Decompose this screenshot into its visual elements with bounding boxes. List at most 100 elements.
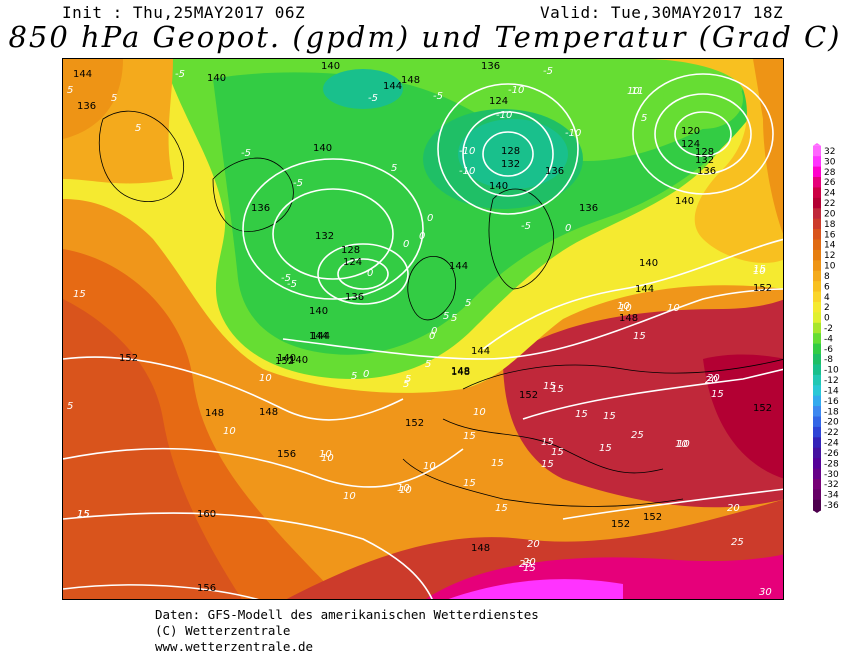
scandinavian-cold-inner	[458, 119, 568, 189]
geopot-label: 132	[695, 155, 714, 166]
mediterranean-coast	[442, 418, 664, 474]
temp-label: -10	[496, 110, 512, 121]
legend-label: 8	[824, 272, 830, 282]
geopot-label: 140	[675, 196, 694, 207]
legend-swatch	[813, 385, 821, 397]
temp-label: 10	[259, 373, 272, 384]
temp-label: 20	[707, 373, 720, 384]
legend-swatch	[813, 478, 821, 490]
temperature-label-group: -5 5 5 5 -5 -5 -10 -10 -10 -10 -10 10 5 …	[67, 66, 772, 598]
temp-label: 10	[667, 303, 680, 314]
legend-label: -26	[824, 449, 839, 459]
legend-swatch	[813, 374, 821, 386]
legend-swatch	[813, 312, 821, 324]
legend-swatch	[813, 354, 821, 365]
temp-label: 15	[541, 437, 554, 448]
legend-label: -18	[824, 407, 839, 417]
geopot-label: 152	[275, 356, 294, 367]
britain-coast	[407, 256, 457, 321]
temp-label: 15	[77, 509, 90, 520]
legend-swatch	[813, 229, 821, 240]
temp-label: 10	[677, 439, 690, 450]
northeast-orange	[753, 59, 783, 234]
legend-swatch	[813, 395, 821, 407]
footer-website: www.wetterzentrale.de	[155, 639, 314, 654]
weather-map: 144 140 136 140 148 136 124 128 132 120 …	[62, 58, 784, 600]
temp-label: -5	[543, 66, 553, 77]
geopot-label: 128	[501, 146, 520, 157]
legend-label: -14	[824, 386, 839, 396]
geopot-label: 140	[321, 61, 340, 72]
temp-label: -5	[281, 273, 291, 284]
geopot-label: 136	[697, 166, 716, 177]
temp-label: 5	[391, 163, 397, 174]
temp-label: 10	[473, 407, 486, 418]
temp-label: 10	[619, 303, 632, 314]
geopot-label: 140	[639, 258, 658, 269]
legend-label: -24	[824, 439, 839, 449]
legend-swatch	[813, 426, 821, 438]
legend-label: 2	[824, 303, 830, 313]
temp-label: -5	[433, 91, 443, 102]
temp-label: -5	[368, 93, 378, 104]
europe-coast	[462, 359, 783, 390]
legend-label: 32	[824, 147, 835, 157]
temp-label: 15	[77, 509, 90, 520]
legend-label: -34	[824, 491, 839, 501]
temp-label: 0	[403, 239, 409, 250]
russia-very-hot-region	[703, 354, 783, 479]
contour-152-east	[522, 368, 783, 420]
contour-156	[63, 447, 464, 488]
legend-swatch	[813, 260, 821, 272]
legend-label: -4	[824, 334, 833, 344]
geopot-label: 148	[471, 543, 490, 554]
temp-label: 5	[351, 371, 357, 382]
temp-label: 15	[753, 264, 766, 275]
contour-152	[63, 356, 404, 421]
geopot-label: 124	[343, 257, 362, 268]
geopot-label: 140	[313, 143, 332, 154]
temp-label: 10	[617, 301, 630, 312]
geopot-label: 136	[545, 166, 564, 177]
scandinavia-coast	[488, 188, 555, 290]
temp-label: 10	[753, 266, 766, 277]
temp-label: 20	[523, 557, 536, 568]
geopot-label: 152	[519, 390, 538, 401]
geopot-label: 148	[451, 367, 470, 378]
legend-swatch	[813, 468, 821, 480]
geopot-label: 140	[309, 306, 328, 317]
sahara-extreme-region	[448, 579, 623, 599]
legend-swatch	[813, 447, 821, 459]
temp-label: 10	[675, 439, 688, 450]
init-time: Init : Thu,25MAY2017 06Z	[62, 3, 306, 22]
geopot-label: 136	[481, 61, 500, 72]
contour-low-ne-3	[674, 111, 732, 157]
legend-swatch	[813, 364, 821, 376]
contour-low-uk-inner	[337, 258, 389, 290]
temp-label: -5	[241, 148, 251, 159]
temp-label: 10	[319, 449, 332, 460]
legend-swatch	[813, 177, 821, 188]
contour-low-west-inner	[272, 188, 394, 280]
geopot-label: 144	[635, 284, 654, 295]
legend-label: -20	[824, 418, 839, 428]
legend-label: 6	[824, 282, 830, 292]
temp-label: 15	[541, 459, 554, 470]
geopot-label: 144	[309, 331, 328, 342]
geopot-label: 148	[619, 313, 638, 324]
legend-swatch	[813, 145, 821, 157]
geopot-label: 152	[753, 283, 772, 294]
temp-label: 25	[731, 537, 744, 548]
footer-data-source: Daten: GFS-Modell des amerikanischen Wet…	[155, 607, 539, 622]
temp-label: 0	[363, 369, 369, 380]
temp-label: 10	[627, 86, 640, 97]
legend-label: 0	[824, 314, 830, 324]
eastern-europe-hot-region	[503, 299, 783, 508]
temp-label: 5	[67, 85, 73, 96]
legend-swatch	[813, 333, 821, 345]
legend-label: 22	[824, 199, 835, 209]
legend-label: 18	[824, 220, 836, 230]
contour-148	[282, 288, 783, 360]
temp-label: 11	[631, 86, 644, 97]
temp-label: 0	[419, 231, 425, 242]
